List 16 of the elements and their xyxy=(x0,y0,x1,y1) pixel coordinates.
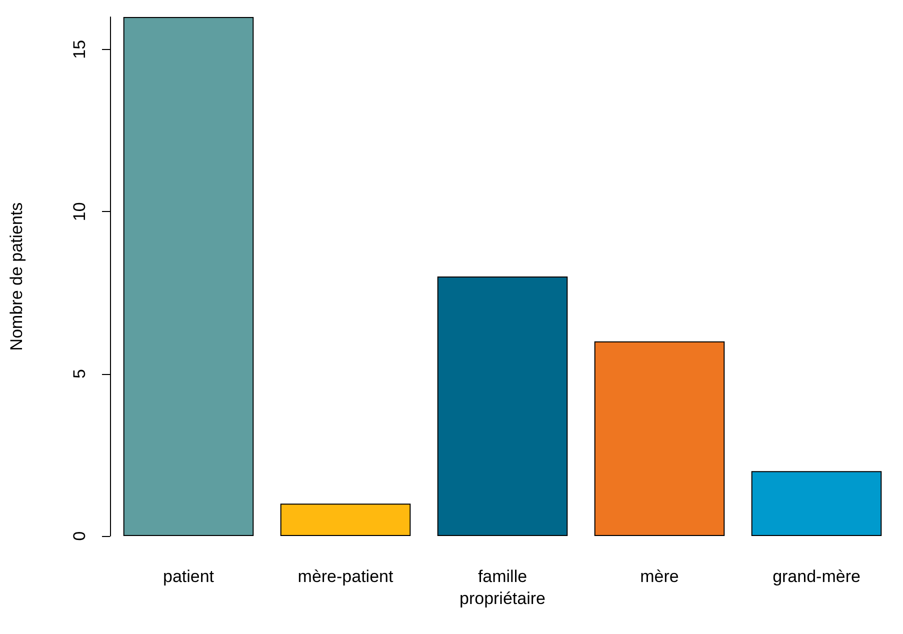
x-tick-label: mère xyxy=(640,567,679,586)
bar xyxy=(437,276,568,536)
y-tick-label: 5 xyxy=(70,369,89,379)
bar xyxy=(280,504,411,536)
y-tick-label: 10 xyxy=(70,202,89,222)
y-tick-label: 15 xyxy=(70,40,89,59)
x-axis-title: propriétaire xyxy=(460,588,546,608)
y-tick-label: 0 xyxy=(70,531,89,541)
x-tick-label: mère-patient xyxy=(298,567,394,586)
bar xyxy=(123,17,254,536)
x-tick-label: famille xyxy=(478,567,528,586)
x-tick-label: grand-mère xyxy=(772,567,860,586)
bar xyxy=(594,341,725,536)
x-tick-label: patient xyxy=(162,567,214,586)
bar xyxy=(751,471,882,536)
y-axis-title: Nombre de patients xyxy=(7,202,26,351)
